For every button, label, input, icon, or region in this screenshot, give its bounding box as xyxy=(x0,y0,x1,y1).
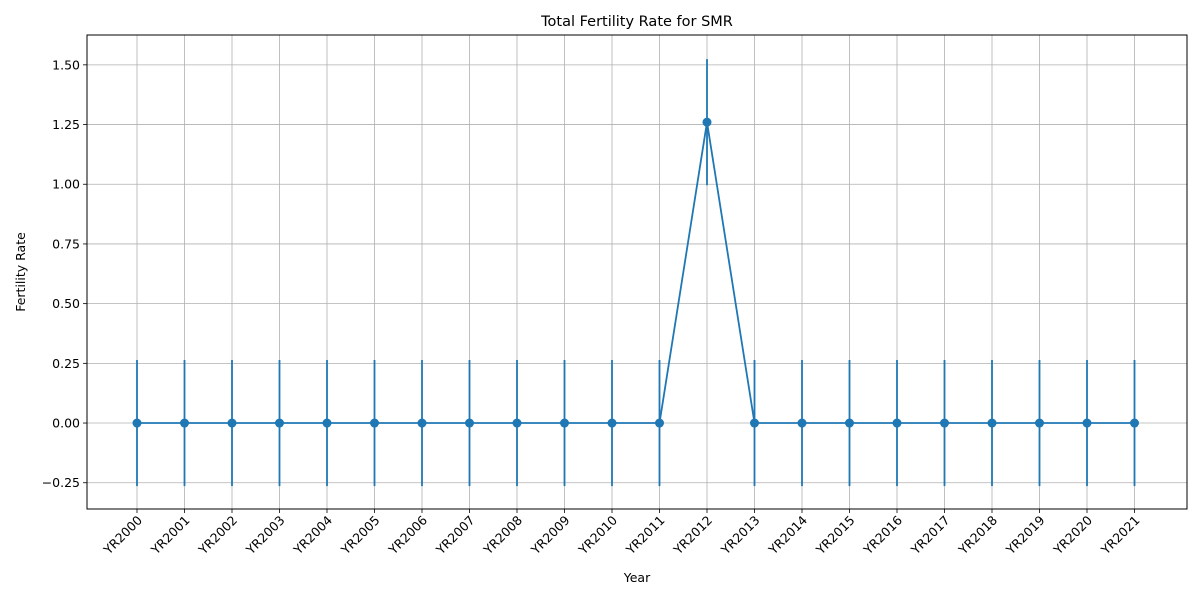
data-point xyxy=(370,418,379,428)
data-point xyxy=(797,418,807,428)
data-point xyxy=(512,418,522,428)
y-tick-label: 0.50 xyxy=(52,296,80,311)
data-point xyxy=(655,418,664,428)
y-tick-label: 1.50 xyxy=(52,57,80,72)
data-series xyxy=(132,59,1139,487)
data-point xyxy=(987,418,997,428)
y-tick-label: −0.25 xyxy=(42,475,80,490)
y-tick-label: 0.00 xyxy=(52,416,80,431)
data-point xyxy=(702,117,712,127)
data-point xyxy=(940,418,949,428)
plot-frame xyxy=(86,34,1188,510)
data-point xyxy=(560,418,569,428)
data-point xyxy=(180,418,189,428)
data-point xyxy=(275,418,284,428)
data-point xyxy=(607,418,617,428)
data-point xyxy=(417,418,427,428)
data-point xyxy=(132,418,142,428)
x-axis-title: Year xyxy=(623,570,651,585)
y-axis-title: Fertility Rate xyxy=(13,232,28,312)
data-point xyxy=(892,418,902,428)
data-point xyxy=(322,418,332,428)
data-point xyxy=(1130,418,1139,428)
chart-title: Total Fertility Rate for SMR xyxy=(540,14,733,30)
data-point xyxy=(750,418,759,428)
data-point xyxy=(227,418,237,428)
y-tick-label: 1.25 xyxy=(52,117,80,132)
y-tick-label: 0.25 xyxy=(52,356,80,371)
y-tick-label: 1.00 xyxy=(52,177,80,192)
series-line xyxy=(137,121,1135,424)
data-point xyxy=(1082,418,1092,428)
data-point xyxy=(1035,418,1044,428)
y-tick-label: 0.75 xyxy=(52,236,80,251)
data-point xyxy=(845,418,854,428)
data-point xyxy=(465,418,474,428)
